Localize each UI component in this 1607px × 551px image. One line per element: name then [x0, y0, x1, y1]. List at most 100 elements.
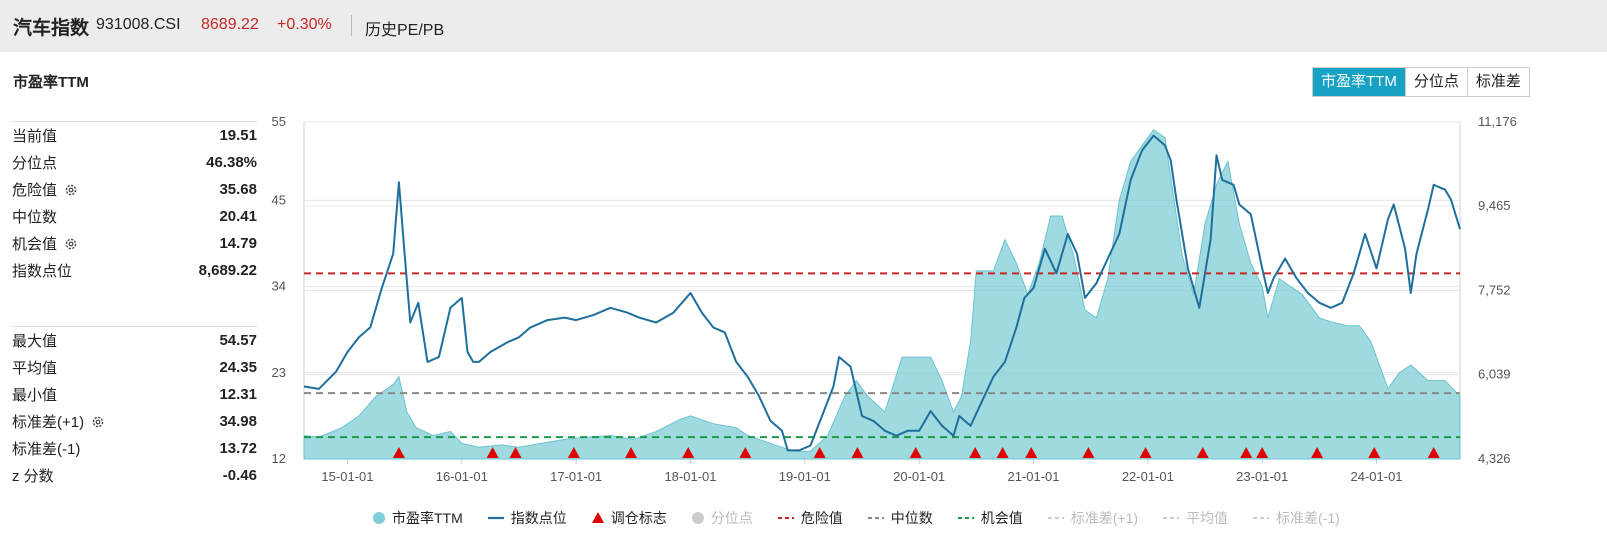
metric-title: 市盈率TTM	[13, 74, 89, 91]
legend-item-pe[interactable]: 市盈率TTM	[372, 508, 463, 528]
legend-dash-icon	[1047, 517, 1064, 519]
right-axis-tick: 7,752	[1478, 282, 1511, 297]
legend-dash-icon	[867, 517, 884, 519]
stat-value: -0.46	[222, 467, 257, 484]
stat-row-std-minus: 标准差(-1) 13.72	[12, 435, 257, 462]
stat-value: 24.35	[219, 359, 257, 376]
rebalance-marker	[909, 447, 922, 458]
stat-value: 54.57	[219, 332, 257, 349]
pe-chart[interactable]: 55 45 34 23 12 11,176 9,465 7,752 6,039 4,326 15-0…	[0, 0, 1607, 500]
x-axis-tick: 21-01-01	[1007, 469, 1059, 484]
stat-value: 20.41	[219, 208, 257, 225]
stat-label: z 分数	[12, 468, 54, 485]
legend-dash-icon	[1253, 517, 1270, 519]
rebalance-marker	[739, 447, 752, 458]
rebalance-marker	[851, 447, 864, 458]
tab-std-dev[interactable]: 标准差	[1466, 68, 1529, 96]
rebalance-marker	[509, 447, 522, 458]
left-axis-tick: 12	[272, 451, 286, 466]
rebalance-marker	[813, 447, 826, 458]
x-axis-tick: 15-01-01	[321, 469, 373, 484]
stat-label: 标准差(-1)	[12, 441, 81, 458]
pe-ttm-area-series	[303, 129, 1461, 460]
stat-value: 34.98	[219, 413, 257, 430]
stat-label: 最大值	[12, 333, 58, 350]
stat-label-wrap: 标准差(+1)	[12, 411, 105, 432]
rebalance-marker	[1256, 447, 1269, 458]
gear-icon[interactable]	[91, 415, 105, 429]
right-axis-tick: 6,039	[1478, 367, 1511, 382]
legend-item-danger[interactable]: 危险值	[777, 508, 843, 528]
stat-label: 分位点	[12, 155, 58, 172]
legend-item-percentile[interactable]: 分位点	[691, 508, 753, 528]
stat-row-max: 最大值 54.57	[12, 327, 257, 354]
rebalance-marker	[682, 447, 695, 458]
legend-item-opportunity[interactable]: 机会值	[957, 508, 1023, 528]
legend-item-std-plus[interactable]: 标准差(+1)	[1047, 508, 1138, 528]
gear-icon[interactable]	[64, 237, 78, 251]
stat-label: 标准差(+1)	[12, 414, 85, 431]
stat-value: 19.51	[219, 127, 257, 144]
x-axis-tick: 23-01-01	[1236, 469, 1288, 484]
rebalance-marker	[392, 447, 405, 458]
rebalance-marker	[625, 447, 638, 458]
legend-label: 机会值	[980, 510, 1023, 526]
stat-label: 最小值	[12, 387, 58, 404]
rebalance-marker	[1427, 447, 1440, 458]
rebalance-marker	[1196, 447, 1209, 458]
stat-label: 机会值	[12, 236, 58, 253]
stat-label: 危险值	[12, 182, 58, 199]
index-price: 8689.22	[201, 16, 259, 33]
rebalance-marker	[486, 447, 499, 458]
legend-item-index[interactable]: 指数点位	[487, 508, 567, 528]
index-code: 931008.CSI	[96, 16, 181, 33]
tab-pe-ttm[interactable]: 市盈率TTM	[1313, 68, 1405, 96]
x-axis-tick: 22-01-01	[1122, 469, 1174, 484]
x-axis-tick: 16-01-01	[436, 469, 488, 484]
legend-item-median[interactable]: 中位数	[867, 508, 933, 528]
left-axis-tick: 55	[272, 114, 286, 129]
gear-icon[interactable]	[64, 183, 78, 197]
right-axis-tick: 4,326	[1478, 451, 1511, 466]
legend-item-std-minus[interactable]: 标准差(-1)	[1252, 508, 1340, 528]
legend-label: 调仓标志	[610, 510, 667, 526]
metric-tabs: 市盈率TTM 分位点 标准差	[1312, 67, 1530, 97]
stat-row-z-score: z 分数 -0.46	[12, 462, 257, 489]
legend-label: 中位数	[890, 510, 933, 526]
header-divider	[351, 15, 352, 36]
stat-value: 35.68	[219, 181, 257, 198]
stat-label-wrap: 危险值	[12, 179, 78, 200]
rebalance-marker	[1025, 447, 1038, 458]
stat-value: 46.38%	[206, 154, 257, 171]
rebalance-marker	[996, 447, 1009, 458]
left-axis-tick: 34	[272, 279, 286, 294]
index-change: +0.30%	[277, 16, 332, 33]
left-axis-tick: 45	[272, 192, 286, 207]
stat-label-wrap: 机会值	[12, 233, 78, 254]
stat-label: 当前值	[12, 128, 58, 145]
stat-row-current-value: 当前值 19.51	[12, 122, 257, 149]
right-axis-tick: 11,176	[1478, 114, 1517, 129]
legend-item-rebalance[interactable]: 调仓标志	[591, 508, 667, 528]
stats-panel-history: 最大值 54.57 平均值 24.35 最小值 12.31 标准差(+1) 34…	[12, 326, 257, 489]
x-axis-tick: 19-01-01	[779, 469, 831, 484]
legend-dash-icon	[957, 517, 974, 519]
stat-value: 8,689.22	[198, 262, 257, 279]
rebalance-marker	[1139, 447, 1152, 458]
stat-label: 平均值	[12, 360, 58, 377]
legend-triangle-icon	[591, 512, 604, 523]
stat-value: 12.31	[219, 386, 257, 403]
legend-label: 市盈率TTM	[392, 510, 463, 526]
legend-circle-icon	[691, 512, 704, 524]
stat-row-index-points: 指数点位 8,689.22	[12, 257, 257, 284]
legend-item-mean[interactable]: 平均值	[1162, 508, 1228, 528]
legend-dash-icon	[777, 517, 794, 519]
legend-label: 平均值	[1186, 510, 1229, 526]
x-axis-tick: 24-01-01	[1351, 469, 1403, 484]
tab-percentile[interactable]: 分位点	[1404, 68, 1467, 96]
rebalance-marker	[1311, 447, 1324, 458]
history-pe-pb-link[interactable]: 历史PE/PB	[365, 22, 445, 39]
legend-label: 标准差(+1)	[1070, 510, 1139, 526]
stat-row-std-plus: 标准差(+1) 34.98	[12, 408, 257, 435]
index-points-line-series	[303, 134, 1461, 452]
